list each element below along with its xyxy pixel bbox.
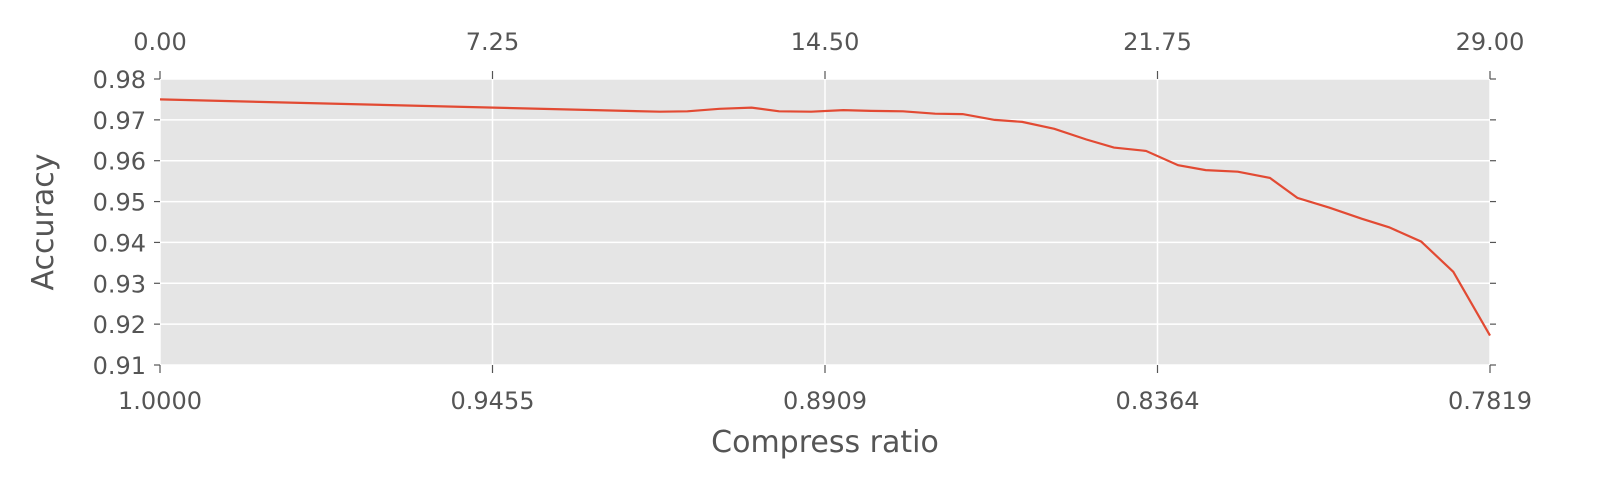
bottom-axis-tick-label: 1.0000 (118, 387, 202, 415)
bottom-axis-tick-label: 0.7819 (1448, 387, 1532, 415)
tick-marks (154, 71, 1496, 373)
series-line (159, 98, 1491, 337)
tick-labels: 0.91 0.92 0.93 0.94 0.95 0.96 0.97 0.98 0.00 1.00… (93, 28, 1532, 415)
bottom-axis-tick-label: 0.9455 (451, 387, 535, 415)
top-axis-tick-label: 21.75 (1123, 28, 1192, 56)
y-tick-label: 0.97 (93, 107, 146, 135)
y-axis-title: Accuracy (26, 154, 61, 291)
x-axis-title: Compress ratio (711, 425, 939, 460)
y-tick-label: 0.95 (93, 189, 146, 217)
y-tick-label: 0.98 (93, 66, 146, 94)
top-axis-tick-label: 14.50 (791, 28, 860, 56)
top-axis-tick-label: 0.00 (133, 28, 186, 56)
y-tick-label: 0.93 (93, 270, 146, 298)
y-tick-label: 0.91 (93, 352, 146, 380)
y-tick-label: 0.96 (93, 148, 146, 176)
top-axis-tick-label: 29.00 (1456, 28, 1525, 56)
gridlines (159, 78, 1491, 366)
y-tick-label: 0.92 (93, 311, 146, 339)
bottom-axis-tick-label: 0.8909 (783, 387, 867, 415)
bottom-axis-tick-label: 0.8364 (1116, 387, 1200, 415)
top-axis-tick-label: 7.25 (466, 28, 519, 56)
y-tick-label: 0.94 (93, 229, 146, 257)
